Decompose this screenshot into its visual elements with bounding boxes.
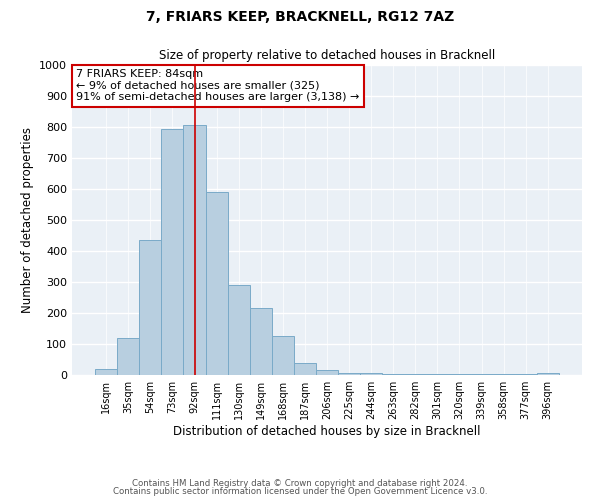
Bar: [294, 362, 316, 375]
Text: Contains HM Land Registry data © Crown copyright and database right 2024.: Contains HM Land Registry data © Crown c…: [132, 478, 468, 488]
Bar: [161, 128, 184, 375]
Bar: [338, 372, 360, 375]
Title: Size of property relative to detached houses in Bracknell: Size of property relative to detached ho…: [159, 50, 495, 62]
X-axis label: Distribution of detached houses by size in Bracknell: Distribution of detached houses by size …: [173, 425, 481, 438]
Bar: [250, 308, 272, 375]
Bar: [537, 374, 559, 375]
Text: 7 FRIARS KEEP: 84sqm
← 9% of detached houses are smaller (325)
91% of semi-detac: 7 FRIARS KEEP: 84sqm ← 9% of detached ho…: [76, 69, 359, 102]
Bar: [404, 374, 427, 375]
Bar: [493, 374, 515, 375]
Bar: [470, 374, 493, 375]
Bar: [95, 370, 117, 375]
Bar: [206, 192, 227, 375]
Bar: [117, 338, 139, 375]
Bar: [448, 374, 470, 375]
Bar: [272, 336, 294, 375]
Bar: [515, 374, 537, 375]
Bar: [139, 240, 161, 375]
Bar: [360, 374, 382, 375]
Bar: [227, 285, 250, 375]
Bar: [316, 370, 338, 375]
Bar: [184, 124, 206, 375]
Text: Contains public sector information licensed under the Open Government Licence v3: Contains public sector information licen…: [113, 487, 487, 496]
Text: 7, FRIARS KEEP, BRACKNELL, RG12 7AZ: 7, FRIARS KEEP, BRACKNELL, RG12 7AZ: [146, 10, 454, 24]
Bar: [382, 374, 404, 375]
Y-axis label: Number of detached properties: Number of detached properties: [20, 127, 34, 313]
Bar: [427, 374, 448, 375]
